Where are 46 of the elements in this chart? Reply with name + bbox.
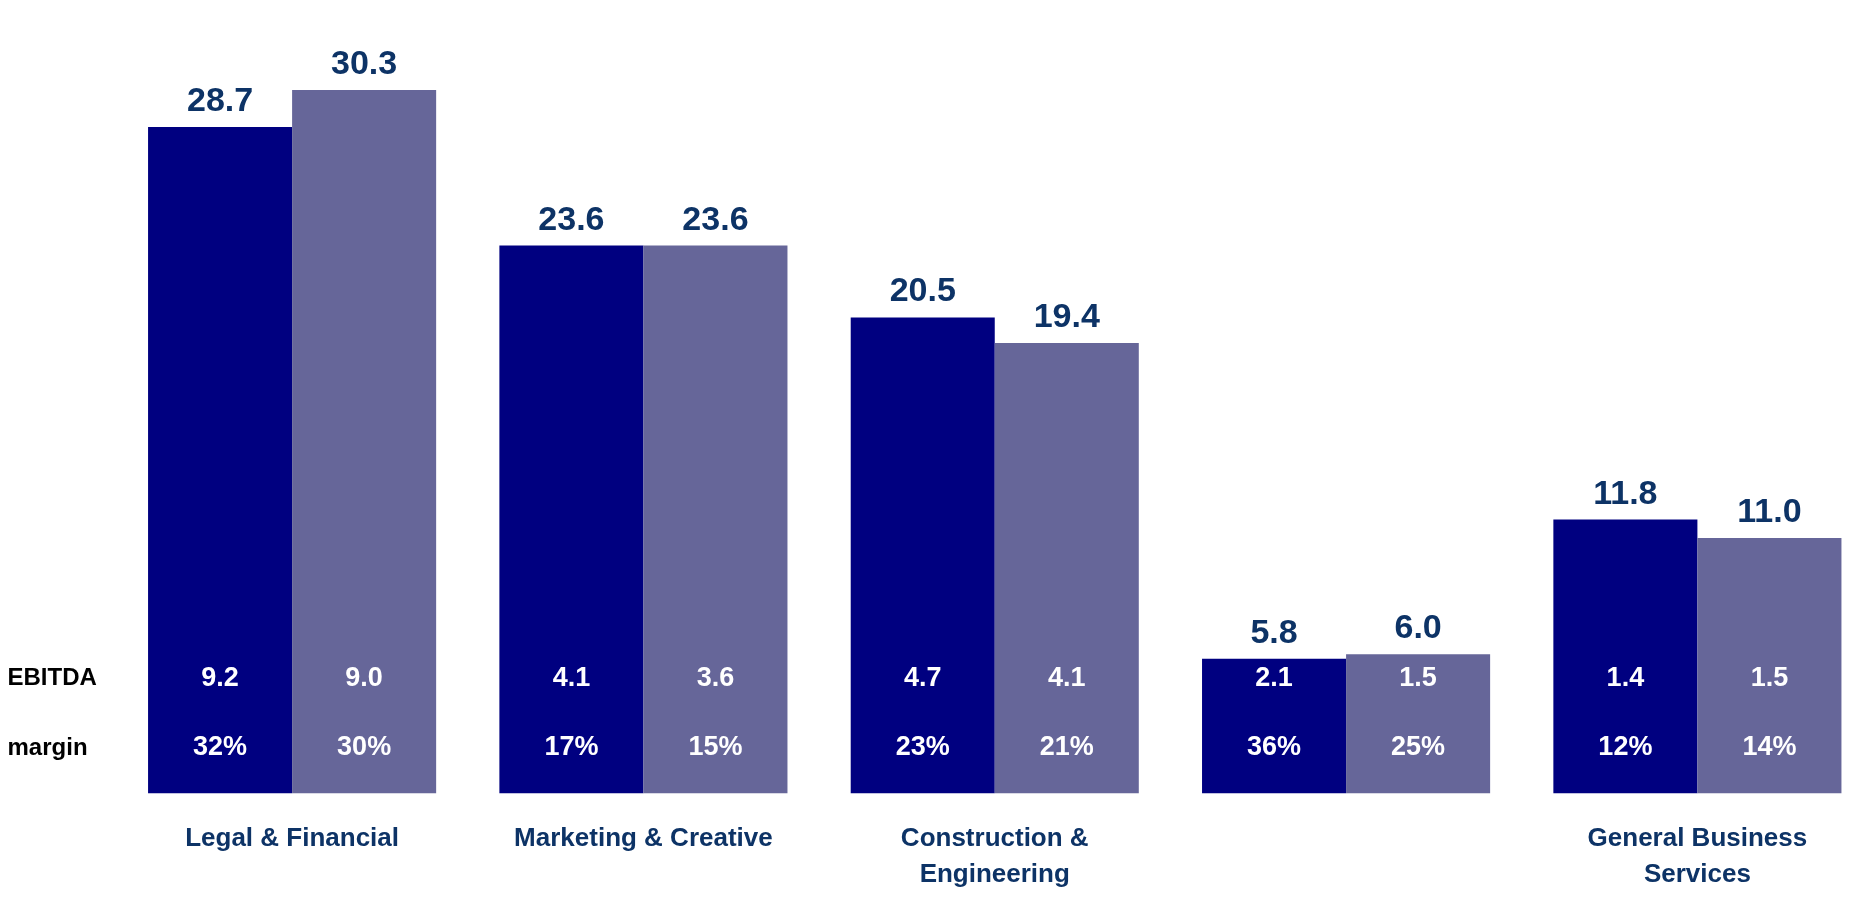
text: EBITDA [7,663,97,691]
bar [499,245,644,794]
data-label: 6.0 [1394,607,1442,646]
data-label: 23.6 [682,198,749,237]
data-label: 28.7 [186,80,254,119]
annotation: 2.1 [1255,662,1293,693]
bar [994,343,1139,794]
x-tick-label: General Business Services [1587,821,1808,888]
annotation: 12% [1598,731,1653,762]
data-label: 5.8 [1250,611,1298,650]
annotation: 15% [688,731,743,762]
data-label: 19.4 [1033,296,1100,335]
annotation: 17% [544,731,599,762]
bar [1553,519,1698,794]
bar [148,127,293,794]
annotation: 9.2 [201,662,239,693]
annotation: 30% [337,731,392,762]
annotation: 1.5 [1750,662,1789,693]
annotation: 4.7 [903,662,942,693]
bar [292,89,437,794]
x-tick-label: Marketing & Creative [514,821,773,852]
annotation: 23% [895,731,950,762]
bar [643,245,788,794]
data-label: 11.8 [1593,472,1658,511]
bar [1697,538,1842,794]
bar [1346,654,1491,794]
annotation: 4.1 [552,662,591,693]
annotation: 9.0 [345,662,383,693]
text: margin [7,732,88,760]
data-label: 30.3 [331,42,398,81]
bar [1202,658,1347,794]
data-label: 23.6 [538,198,605,237]
annotation: 21% [1039,731,1094,762]
annotation: 25% [1391,731,1446,762]
annotation: 36% [1247,731,1302,762]
data-label: 11.0 [1737,491,1802,530]
bar [850,317,995,794]
x-tick-label: Construction & Engineering [900,821,1089,888]
annotation: 3.6 [696,662,735,693]
annotation: 1.4 [1606,662,1645,693]
data-label: 20.5 [889,270,956,309]
annotation: 14% [1742,731,1797,762]
x-tick-label: Legal & Financial [185,821,400,852]
annotation: 32% [193,731,248,762]
annotation: 1.5 [1399,662,1437,693]
annotation: 4.1 [1048,662,1086,693]
